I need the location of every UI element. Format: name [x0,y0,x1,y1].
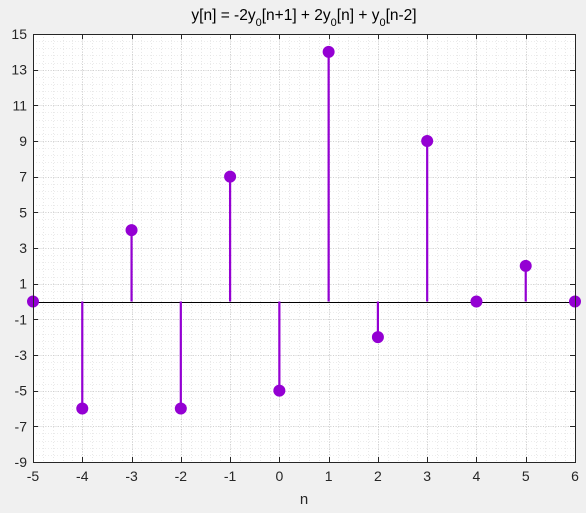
x-tick-label: 4 [473,468,481,484]
stem-point [519,259,532,302]
stem-marker [273,384,286,397]
y-tick-label: -3 [15,347,28,363]
stem-point [76,301,89,415]
y-tick-label: -9 [15,454,28,470]
stem-marker [470,295,483,308]
x-tick-label: -2 [175,468,188,484]
x-tick-label: -1 [224,468,237,484]
x-tick-label: 6 [571,468,579,484]
stem-point [470,295,483,308]
x-tick-label: 5 [522,468,530,484]
stem-point [174,301,187,415]
x-axis-label: n [300,491,308,508]
x-tick-label: 3 [423,468,431,484]
x-tick-label: -4 [76,468,89,484]
y-tick-label: 1 [19,276,27,292]
x-tick-label: 0 [275,468,283,484]
stem-marker [125,224,138,237]
chart-title: y[n] = -2y0[n+1] + 2y0[n] + y0[n-2] [191,7,416,29]
y-tick-label: 13 [11,62,27,78]
x-tick-label: -5 [27,468,40,484]
y-tick-label: 15 [11,26,27,42]
y-tick-label: -1 [15,311,28,327]
stem-point [371,301,384,344]
y-tick-label: 5 [19,204,27,220]
stem-point [125,224,138,302]
stem-marker [224,170,237,183]
y-tick-label: 9 [19,133,27,149]
y-tick-label: -5 [15,383,28,399]
stem-marker [421,135,434,147]
stem-point [322,45,335,302]
stem-point [224,170,237,302]
y-tick-label: 7 [19,169,27,185]
stem-marker [371,331,384,344]
stem-point [421,135,434,302]
x-tick-label: -3 [125,468,138,484]
stem-marker [76,402,89,415]
x-tick-label: 2 [374,468,382,484]
y-tick-label: 11 [12,97,27,113]
x-tick-label: 1 [325,468,333,484]
y-tick-label: -7 [15,418,28,434]
stem-point [273,301,286,397]
y-tick-label: 3 [19,240,27,256]
stem-marker [322,45,335,58]
stems [27,45,581,415]
grid [33,34,576,463]
stem-marker [519,259,532,272]
stem-marker [174,402,187,415]
